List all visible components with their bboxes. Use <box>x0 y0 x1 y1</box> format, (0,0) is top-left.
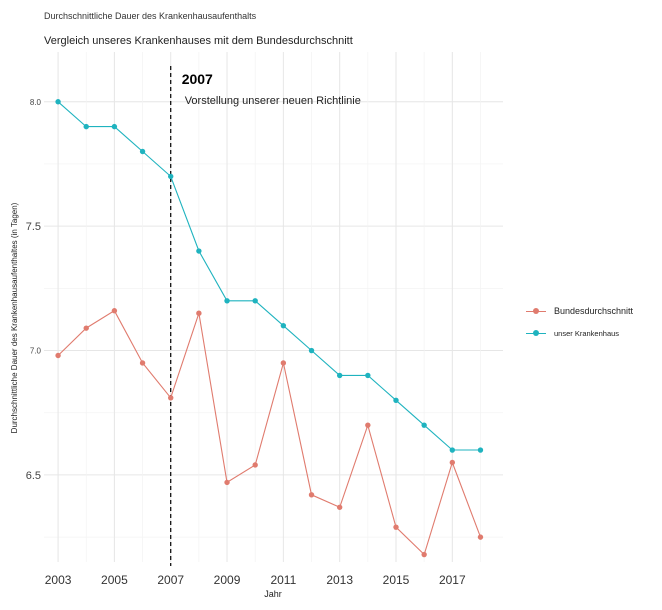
data-point <box>421 422 427 428</box>
chart-subtitle: Vergleich unseres Krankenhauses mit dem … <box>44 35 353 47</box>
legend-key-bundesdurchschnitt <box>524 305 548 317</box>
data-point <box>111 308 118 314</box>
data-point <box>224 479 230 486</box>
series-unser-krankenhaus <box>55 99 484 453</box>
legend-label: unser Krankenhaus <box>554 328 620 338</box>
annotation-year-label: 2007 <box>182 71 213 87</box>
data-point <box>55 352 61 359</box>
data-point <box>111 123 118 130</box>
data-point <box>336 372 343 379</box>
x-axis-label: Jahr <box>264 589 282 599</box>
data-point <box>449 459 456 466</box>
x-tick-label: 2017 <box>439 573 466 587</box>
series-line <box>57 309 482 556</box>
x-tick-label: 2011 <box>270 573 296 587</box>
data-point <box>365 422 371 428</box>
data-point <box>421 551 427 558</box>
grid <box>44 52 503 562</box>
data-point <box>196 248 202 254</box>
data-point <box>393 524 399 530</box>
chart-title: Durchschnittliche Dauer des Krankenhausa… <box>44 11 257 21</box>
data-point <box>280 360 287 366</box>
data-point <box>196 310 202 316</box>
x-tick-label: 2005 <box>101 573 128 587</box>
y-axis-label: Durchschnittliche Dauer des Krankenhausa… <box>10 202 19 433</box>
y-axis: 6.5 7.0 7.5 8.0 <box>26 98 42 482</box>
data-point <box>168 173 174 180</box>
y-tick-label: 7.5 <box>26 221 41 233</box>
x-tick-label: 2013 <box>326 573 353 587</box>
series-layer <box>55 99 484 558</box>
x-tick-label: 2015 <box>383 573 410 587</box>
legend-dot <box>533 308 539 314</box>
x-tick-label: 2007 <box>157 573 184 587</box>
data-point <box>55 99 61 105</box>
data-point <box>308 492 315 498</box>
y-tick-label: 8.0 <box>30 98 42 107</box>
legend: Bundesdurchschnitt unser Krankenhaus <box>524 300 633 344</box>
series-bundesdurchschnitt <box>55 308 484 558</box>
legend-dot <box>533 330 539 336</box>
data-point <box>477 534 484 540</box>
y-tick-label: 6.5 <box>26 470 41 482</box>
data-point <box>83 123 89 130</box>
data-point <box>139 148 146 155</box>
data-point <box>393 397 399 403</box>
data-point <box>280 322 287 329</box>
data-point <box>252 462 258 468</box>
annotation-text: Vorstellung unserer neuen Richtlinie <box>185 95 361 107</box>
legend-item-unser-krankenhaus: unser Krankenhaus <box>524 322 633 344</box>
data-point <box>336 504 343 510</box>
legend-item-bundesdurchschnitt: Bundesdurchschnitt <box>524 300 633 322</box>
y-tick-label: 7.0 <box>30 347 42 356</box>
data-point <box>308 347 315 354</box>
data-point <box>83 325 89 331</box>
data-point <box>139 360 146 366</box>
data-point <box>168 395 174 401</box>
data-point <box>252 298 258 304</box>
x-tick-label: 2003 <box>45 573 72 587</box>
data-point <box>365 372 371 379</box>
legend-key-unser-krankenhaus <box>524 327 548 339</box>
x-axis: 2003 2005 2007 2009 2011 2013 2015 2017 <box>45 573 466 587</box>
legend-label: Bundesdurchschnitt <box>554 306 634 316</box>
data-point <box>477 447 484 453</box>
data-point <box>449 447 456 453</box>
data-point <box>224 298 230 304</box>
annotation: 2007 Vorstellung unserer neuen Richtlini… <box>170 66 361 566</box>
x-tick-label: 2009 <box>214 573 241 587</box>
series-line <box>57 101 481 451</box>
